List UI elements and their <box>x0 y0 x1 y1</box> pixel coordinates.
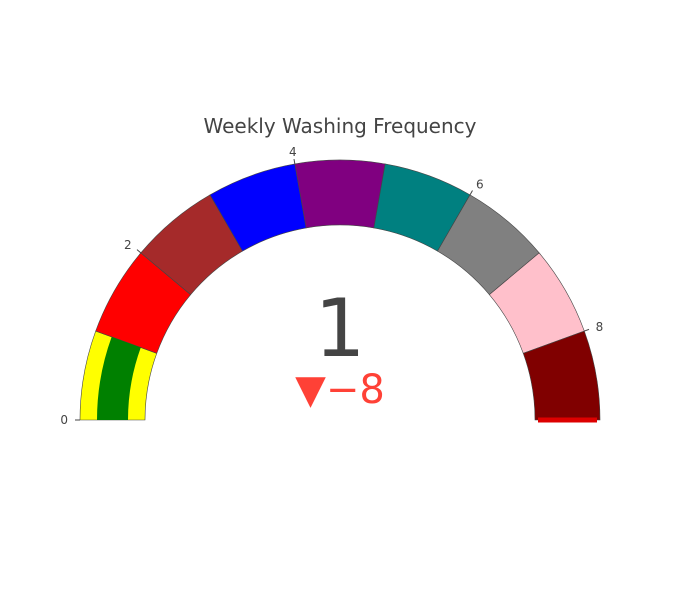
tick-label: 2 <box>124 238 132 252</box>
gauge-delta: ▼−8 <box>295 367 385 413</box>
tick-mark <box>469 190 473 196</box>
gauge-value-bar <box>97 336 141 420</box>
tick-label: 8 <box>596 320 604 334</box>
tick-label: 0 <box>60 413 68 427</box>
gauge-bar <box>97 336 141 420</box>
tick-label: 6 <box>476 177 484 191</box>
gauge-steps <box>79 159 601 421</box>
gauge-ticks: 0 2 4 6 8 <box>60 145 603 427</box>
gauge-value: 1 <box>315 282 366 375</box>
tick-mark <box>584 328 590 332</box>
gauge-step-4 <box>294 159 386 229</box>
tick-mark <box>293 158 296 165</box>
tick-label: 4 <box>289 145 297 159</box>
chart-title: Weekly Washing Frequency <box>204 114 477 138</box>
tick-mark <box>136 249 142 254</box>
